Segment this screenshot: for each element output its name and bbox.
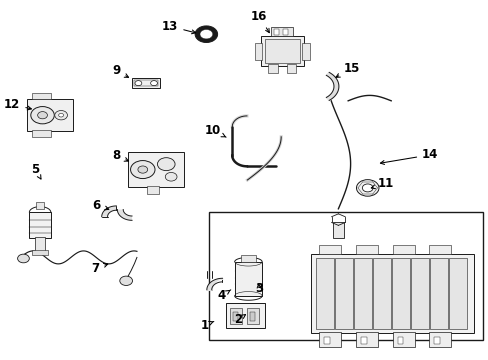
Bar (267, 64, 277, 73)
Bar (302, 43, 309, 60)
Text: 14: 14 (380, 148, 438, 165)
Bar (355, 332, 377, 347)
Text: 5: 5 (31, 163, 41, 179)
Circle shape (59, 113, 63, 117)
Bar (246, 308, 259, 324)
Text: 2: 2 (234, 313, 245, 326)
Circle shape (18, 254, 29, 263)
Bar (428, 245, 450, 254)
Circle shape (31, 107, 54, 124)
Bar (264, 39, 299, 63)
Circle shape (120, 276, 132, 285)
Bar (27, 99, 73, 131)
Bar (29, 212, 51, 238)
Circle shape (165, 172, 177, 181)
Bar (234, 262, 262, 296)
Bar (128, 152, 184, 187)
Bar (271, 27, 292, 36)
Text: 9: 9 (112, 64, 128, 77)
Text: 16: 16 (250, 10, 269, 33)
Bar (448, 258, 466, 329)
Bar (319, 332, 341, 347)
Text: 13: 13 (162, 20, 195, 34)
Circle shape (362, 184, 372, 192)
Bar (209, 212, 482, 340)
Bar (397, 337, 403, 344)
Bar (410, 258, 428, 329)
Circle shape (200, 30, 212, 39)
Bar (392, 332, 414, 347)
Text: 12: 12 (4, 98, 31, 111)
Bar (32, 130, 51, 137)
Bar (250, 312, 255, 321)
Bar (433, 337, 439, 344)
Text: 7: 7 (91, 262, 107, 275)
Bar (35, 237, 45, 252)
Circle shape (356, 180, 378, 196)
Circle shape (138, 166, 147, 173)
Text: 8: 8 (112, 149, 128, 162)
Polygon shape (325, 72, 338, 100)
Polygon shape (117, 210, 132, 220)
Text: 6: 6 (93, 199, 108, 212)
Circle shape (130, 161, 155, 179)
Bar (241, 255, 255, 262)
Bar (132, 78, 160, 88)
Bar (310, 254, 473, 333)
Bar (335, 258, 352, 329)
Bar (134, 80, 158, 86)
Text: 10: 10 (204, 124, 225, 137)
Bar (233, 312, 238, 321)
Polygon shape (102, 206, 116, 217)
Bar (32, 250, 48, 255)
Bar (274, 29, 279, 35)
Bar (283, 29, 287, 35)
Bar (360, 337, 366, 344)
Bar (36, 202, 44, 209)
Circle shape (157, 158, 175, 171)
Bar (324, 337, 329, 344)
Circle shape (38, 112, 47, 119)
Bar (355, 245, 377, 254)
Bar (373, 258, 390, 329)
Bar (392, 245, 414, 254)
Circle shape (135, 81, 142, 86)
Bar (428, 332, 450, 347)
Bar (391, 258, 409, 329)
Text: 3: 3 (255, 282, 263, 295)
Bar (146, 186, 159, 194)
Text: 4: 4 (217, 289, 230, 302)
Bar (225, 303, 264, 328)
Text: 11: 11 (370, 177, 394, 190)
Bar (260, 36, 303, 66)
Bar (332, 222, 344, 238)
Bar (319, 245, 341, 254)
Circle shape (150, 81, 157, 86)
Bar (429, 258, 447, 329)
Bar (354, 258, 371, 329)
Bar (254, 43, 262, 60)
Bar (316, 258, 333, 329)
Text: 1: 1 (200, 319, 213, 332)
Text: 15: 15 (335, 62, 360, 77)
Bar (229, 308, 242, 324)
Bar (32, 93, 51, 99)
Circle shape (55, 111, 67, 120)
Bar (286, 64, 296, 73)
